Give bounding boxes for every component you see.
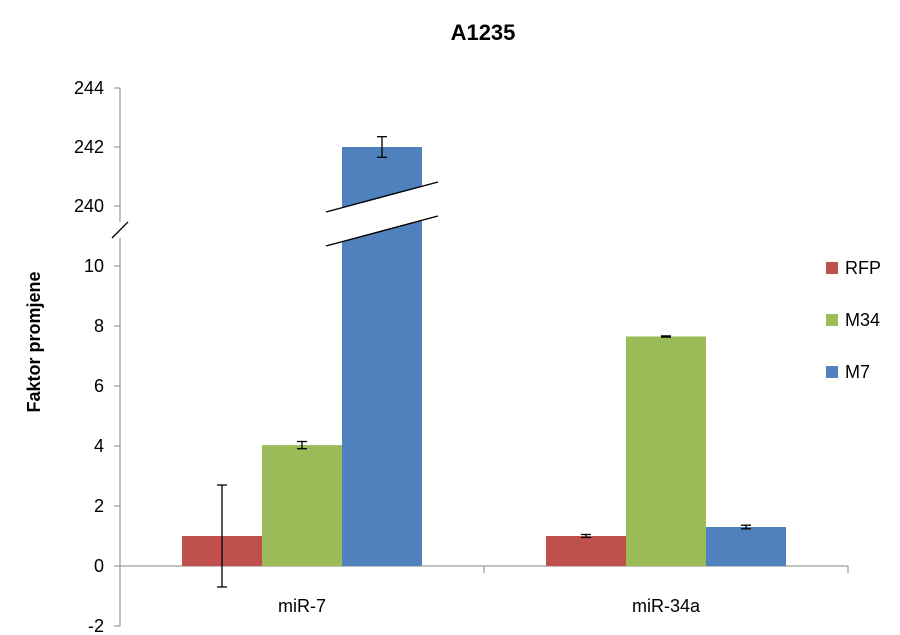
y-tick-label: 244 bbox=[74, 78, 104, 98]
y-axis-label: Faktor promjene bbox=[24, 271, 44, 412]
error-bar bbox=[377, 136, 387, 158]
y-tick-label: 4 bbox=[94, 436, 104, 456]
break-line-upper bbox=[325, 181, 439, 213]
category-label: miR-7 bbox=[278, 596, 326, 616]
y-tick-label: 6 bbox=[94, 376, 104, 396]
bar-m34-1 bbox=[262, 445, 342, 566]
chart-title: A1235 bbox=[451, 20, 516, 45]
y-tick-label: 0 bbox=[94, 556, 104, 576]
legend-label: M34 bbox=[845, 310, 880, 330]
legend: RFP M34 M7 bbox=[826, 258, 881, 382]
category-label: miR-34a bbox=[632, 596, 701, 616]
legend-swatch-m34 bbox=[826, 314, 838, 326]
y-tick-label: 10 bbox=[84, 256, 104, 276]
legend-swatch-m7 bbox=[826, 366, 838, 378]
error-bar bbox=[217, 484, 227, 588]
bar-m34-2 bbox=[626, 336, 706, 566]
legend-label: RFP bbox=[845, 258, 881, 278]
category-labels: miR-7 miR-34a bbox=[278, 596, 701, 616]
error-bars bbox=[217, 136, 751, 588]
legend-label: M7 bbox=[845, 362, 870, 382]
y-tick-label: 2 bbox=[94, 496, 104, 516]
bar-m7-2 bbox=[706, 527, 786, 566]
y-tick-label: 8 bbox=[94, 316, 104, 336]
bar-rfp-2 bbox=[546, 536, 626, 566]
y-tick-label: 242 bbox=[74, 137, 104, 157]
bars bbox=[182, 147, 786, 566]
error-bar bbox=[741, 524, 751, 530]
y-axis-break-mark bbox=[111, 221, 129, 239]
error-bar bbox=[581, 533, 591, 539]
y-tick-label: -2 bbox=[88, 616, 104, 635]
break-line-lower bbox=[325, 215, 439, 247]
y-tick-label: 240 bbox=[74, 196, 104, 216]
error-bar bbox=[661, 335, 671, 338]
error-bar bbox=[297, 440, 307, 450]
legend-swatch-rfp bbox=[826, 262, 838, 274]
axis-break-marks bbox=[111, 181, 439, 247]
